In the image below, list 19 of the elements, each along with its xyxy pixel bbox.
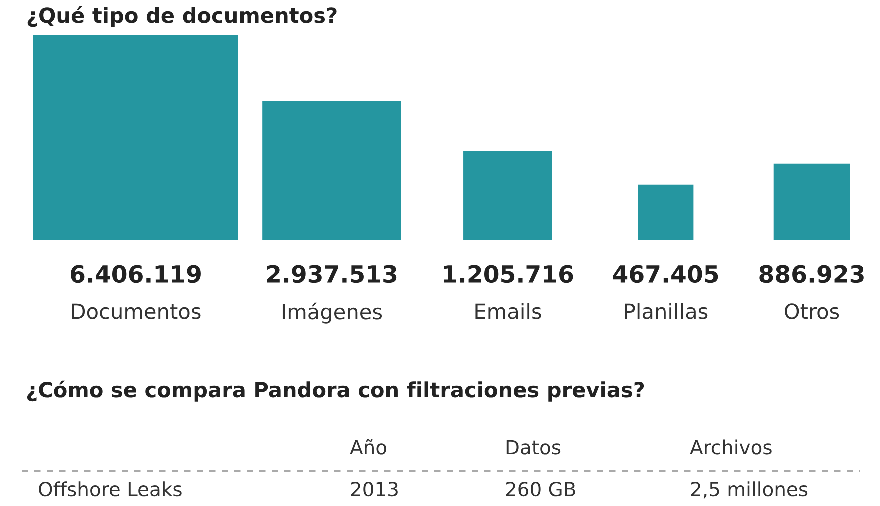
data-label: 1.205.716 — [444, 265, 574, 284]
data-label: 467.405 — [613, 265, 718, 284]
data-label: 2.937.513 — [267, 265, 397, 284]
text: 260 GB — [506, 482, 576, 497]
text: ¿Qué tipo de documentos? — [28, 6, 337, 28]
text: Año — [350, 439, 386, 455]
category-label: Otros — [785, 304, 840, 320]
text: 2,5 millones — [691, 482, 808, 499]
category-label: Planillas — [625, 303, 708, 320]
text: Offshore Leaks — [39, 482, 182, 497]
data-label: 886.923 — [760, 265, 864, 284]
category-label: Imágenes — [282, 302, 382, 324]
category-label: Documentos — [72, 304, 201, 320]
category-label: Emails — [476, 303, 542, 320]
text: Archivos — [690, 440, 772, 455]
text: Datos — [506, 440, 561, 455]
text: ¿Cómo se compara Pandora con filtraciones previas? — [27, 380, 644, 402]
data-label: 6.406.119 — [71, 265, 201, 284]
text: 2013 — [351, 482, 398, 497]
